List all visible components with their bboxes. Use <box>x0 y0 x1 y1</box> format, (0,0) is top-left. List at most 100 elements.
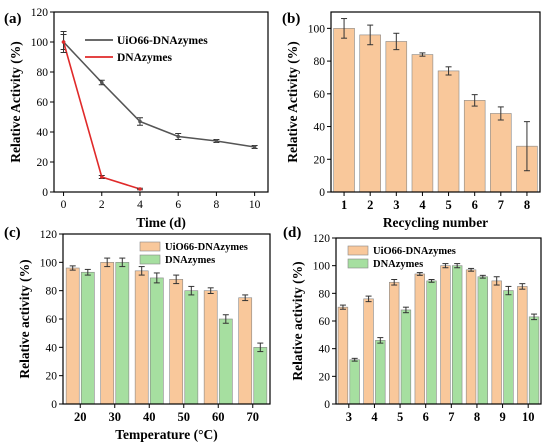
y-tick-label: 20 <box>46 371 58 383</box>
x-tick-label: 70 <box>247 410 260 424</box>
y-tick-label: 80 <box>319 288 331 300</box>
bar <box>100 262 115 405</box>
y-tick-label: 40 <box>314 122 326 134</box>
x-tick-label: 0 <box>61 199 67 211</box>
y-tick-label: 60 <box>319 316 331 328</box>
x-tick-label: 9 <box>499 410 505 424</box>
x-tick-label: 3 <box>346 410 352 424</box>
bar <box>238 297 253 405</box>
plot-frame <box>53 11 269 193</box>
x-tick-label: 2 <box>99 199 105 211</box>
series-line <box>62 41 141 190</box>
legend-label: DNAzymes <box>373 259 423 270</box>
data-point <box>176 134 180 139</box>
bar <box>411 54 434 193</box>
x-tick-label: 50 <box>178 410 191 424</box>
y-tick-label: 80 <box>46 286 58 298</box>
y-tick-label: 40 <box>37 127 49 139</box>
panel-label: (b) <box>282 11 300 27</box>
bar <box>80 271 95 405</box>
data-point <box>138 119 142 124</box>
legend-swatch <box>139 254 161 265</box>
bar <box>169 279 184 405</box>
legend-label: UiO66-DNAzymes <box>165 242 248 253</box>
bar <box>463 100 486 193</box>
y-axis-title: Relative Activity (%) <box>285 41 300 162</box>
plot-frame <box>330 11 541 193</box>
data-point <box>99 80 104 85</box>
legend-label: DNAzymes <box>165 255 215 266</box>
bar <box>490 113 512 193</box>
x-tick-label: 4 <box>371 410 378 424</box>
legend-label: UiO66-DNAzymes <box>117 35 208 47</box>
bar <box>337 306 349 405</box>
bar <box>149 277 164 405</box>
y-tick-label: 20 <box>314 154 326 166</box>
x-tick-label: 10 <box>249 199 261 211</box>
bar <box>503 290 514 405</box>
panel-c: (c) 0 20 40 60 80 100 120 20 30 40 50 60 70 UiO66-DNAz… <box>4 225 271 442</box>
x-tick-label: 10 <box>522 410 535 424</box>
x-tick-label: 8 <box>214 199 220 211</box>
x-tick-label: 5 <box>397 410 403 424</box>
bar <box>426 280 437 405</box>
x-tick-label: 6 <box>472 198 478 212</box>
bar <box>385 41 408 193</box>
y-tick-label: 60 <box>314 89 326 101</box>
data-point <box>214 139 219 143</box>
panel-label: (a) <box>4 11 22 27</box>
data-point <box>61 40 66 44</box>
data-point <box>252 145 257 149</box>
bar <box>253 347 268 405</box>
y-tick-label: 20 <box>319 371 331 383</box>
x-tick-label: 6 <box>175 199 181 211</box>
y-tick-label: 100 <box>308 23 326 35</box>
bar <box>440 265 451 405</box>
y-tick-label: 0 <box>324 399 330 411</box>
y-tick-label: 120 <box>313 233 331 245</box>
x-tick-label: 7 <box>498 198 504 212</box>
x-tick-label: 4 <box>419 198 426 212</box>
bar <box>134 270 149 405</box>
bar <box>477 276 488 405</box>
y-tick-label: 120 <box>31 7 49 19</box>
bar <box>400 309 412 405</box>
x-axis-title: Time (d) <box>136 215 186 230</box>
panel-b: (b) 0 20 40 60 80 100 1 2 3 4 5 6 7 8 Recycling number R… <box>282 11 541 230</box>
x-tick-label: 30 <box>109 410 122 424</box>
x-tick-label: 20 <box>74 410 87 424</box>
bar <box>203 290 218 405</box>
y-tick-label: 60 <box>37 97 49 109</box>
bar <box>375 340 386 405</box>
bar <box>465 269 477 405</box>
y-axis-title: Relative Activity (%) <box>8 41 23 162</box>
y-tick-label: 100 <box>40 257 58 269</box>
x-tick-label: 60 <box>212 410 225 424</box>
x-tick-label: 3 <box>393 198 399 212</box>
y-axis-title: Relative activity (%) <box>290 261 305 380</box>
x-axis-title: Temperature (°C) <box>115 427 218 442</box>
y-axis-title: Relative activity (%) <box>17 259 32 378</box>
bar <box>218 318 233 405</box>
y-tick-label: 0 <box>42 187 48 199</box>
x-axis-title: Recycling number <box>383 215 488 230</box>
bar <box>65 267 80 405</box>
panel-a: (a) 0 20 40 60 80 100 120 0 2 4 6 8 10 UiO66-DNAzymes D… <box>4 7 269 230</box>
bar <box>363 298 374 405</box>
y-tick-label: 40 <box>319 344 331 356</box>
bar <box>333 28 355 193</box>
y-tick-label: 0 <box>51 399 57 411</box>
y-tick-label: 80 <box>314 56 326 68</box>
y-tick-label: 0 <box>319 187 325 199</box>
data-point <box>138 187 142 191</box>
bar <box>115 262 130 405</box>
panel-d: (d) 0 20 40 60 80 100 120 3 4 5 6 7 8 9 10 UiO66-DNAzyme… <box>283 225 542 424</box>
y-tick-label: 100 <box>31 37 49 49</box>
y-tick-label: 60 <box>46 314 58 326</box>
x-tick-label: 4 <box>137 199 143 211</box>
bar <box>349 359 360 405</box>
bar <box>491 280 502 405</box>
bar <box>528 316 540 405</box>
x-tick-label: 8 <box>474 410 480 424</box>
